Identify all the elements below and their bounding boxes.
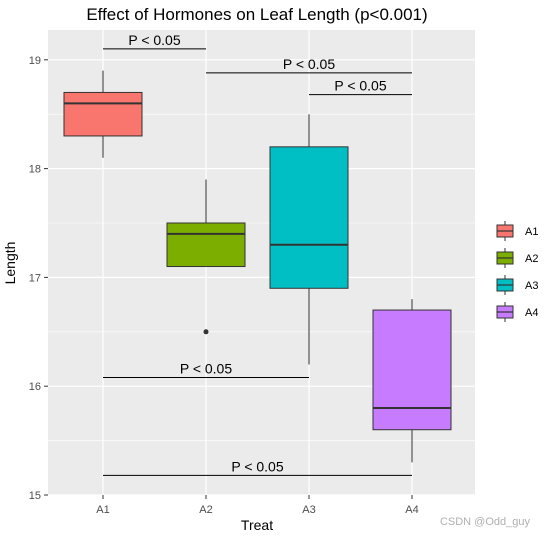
legend-key-a1 [496,221,514,241]
x-axis: A1 A2 A3 A4 [96,495,419,516]
boxplot-a4 [372,299,452,463]
x-axis-title: Treat [241,517,273,533]
legend-key-a3 [496,275,514,295]
chart-title: Effect of Hormones on Leaf Length (p<0.0… [86,5,427,24]
boxplots [63,70,452,463]
significance-label: P < 0.05 [180,360,233,376]
box [372,309,452,431]
box [166,222,246,268]
significance-label: P < 0.05 [283,56,336,72]
y-tick-label: 18 [29,164,41,176]
legend: A1 A2 A3 A4 [496,221,538,322]
box [269,146,349,289]
x-tick-label: A4 [405,504,418,516]
legend-key-a2 [496,248,514,268]
boxplot-a1 [63,70,143,158]
x-tick-label: A3 [302,504,315,516]
annotations: P < 0.05 P < 0.05 P < 0.05 P < 0.05 P < 0.05 [103,32,412,476]
box [63,91,143,137]
watermark: CSDN @Odd_guy [440,516,531,528]
significance-label: P < 0.05 [128,32,181,48]
outlier-point [203,329,209,335]
legend-label: A4 [525,307,538,319]
y-axis: 15 16 17 18 19 [29,55,48,502]
legend-label: A3 [525,280,538,292]
y-axis-title: Length [2,242,18,285]
y-tick-label: 19 [29,55,41,67]
boxplot-a2 [166,179,246,335]
y-tick-label: 17 [29,272,41,284]
x-tick-label: A2 [199,504,212,516]
significance-label: P < 0.05 [231,458,284,474]
y-tick-label: 15 [29,490,41,502]
boxplot-a3 [269,114,349,365]
y-tick-label: 16 [29,381,41,393]
legend-label: A2 [525,253,538,265]
significance-label: P < 0.05 [334,78,387,94]
x-tick-label: A1 [96,504,109,516]
legend-key-a4 [496,302,514,322]
legend-label: A1 [525,226,538,238]
